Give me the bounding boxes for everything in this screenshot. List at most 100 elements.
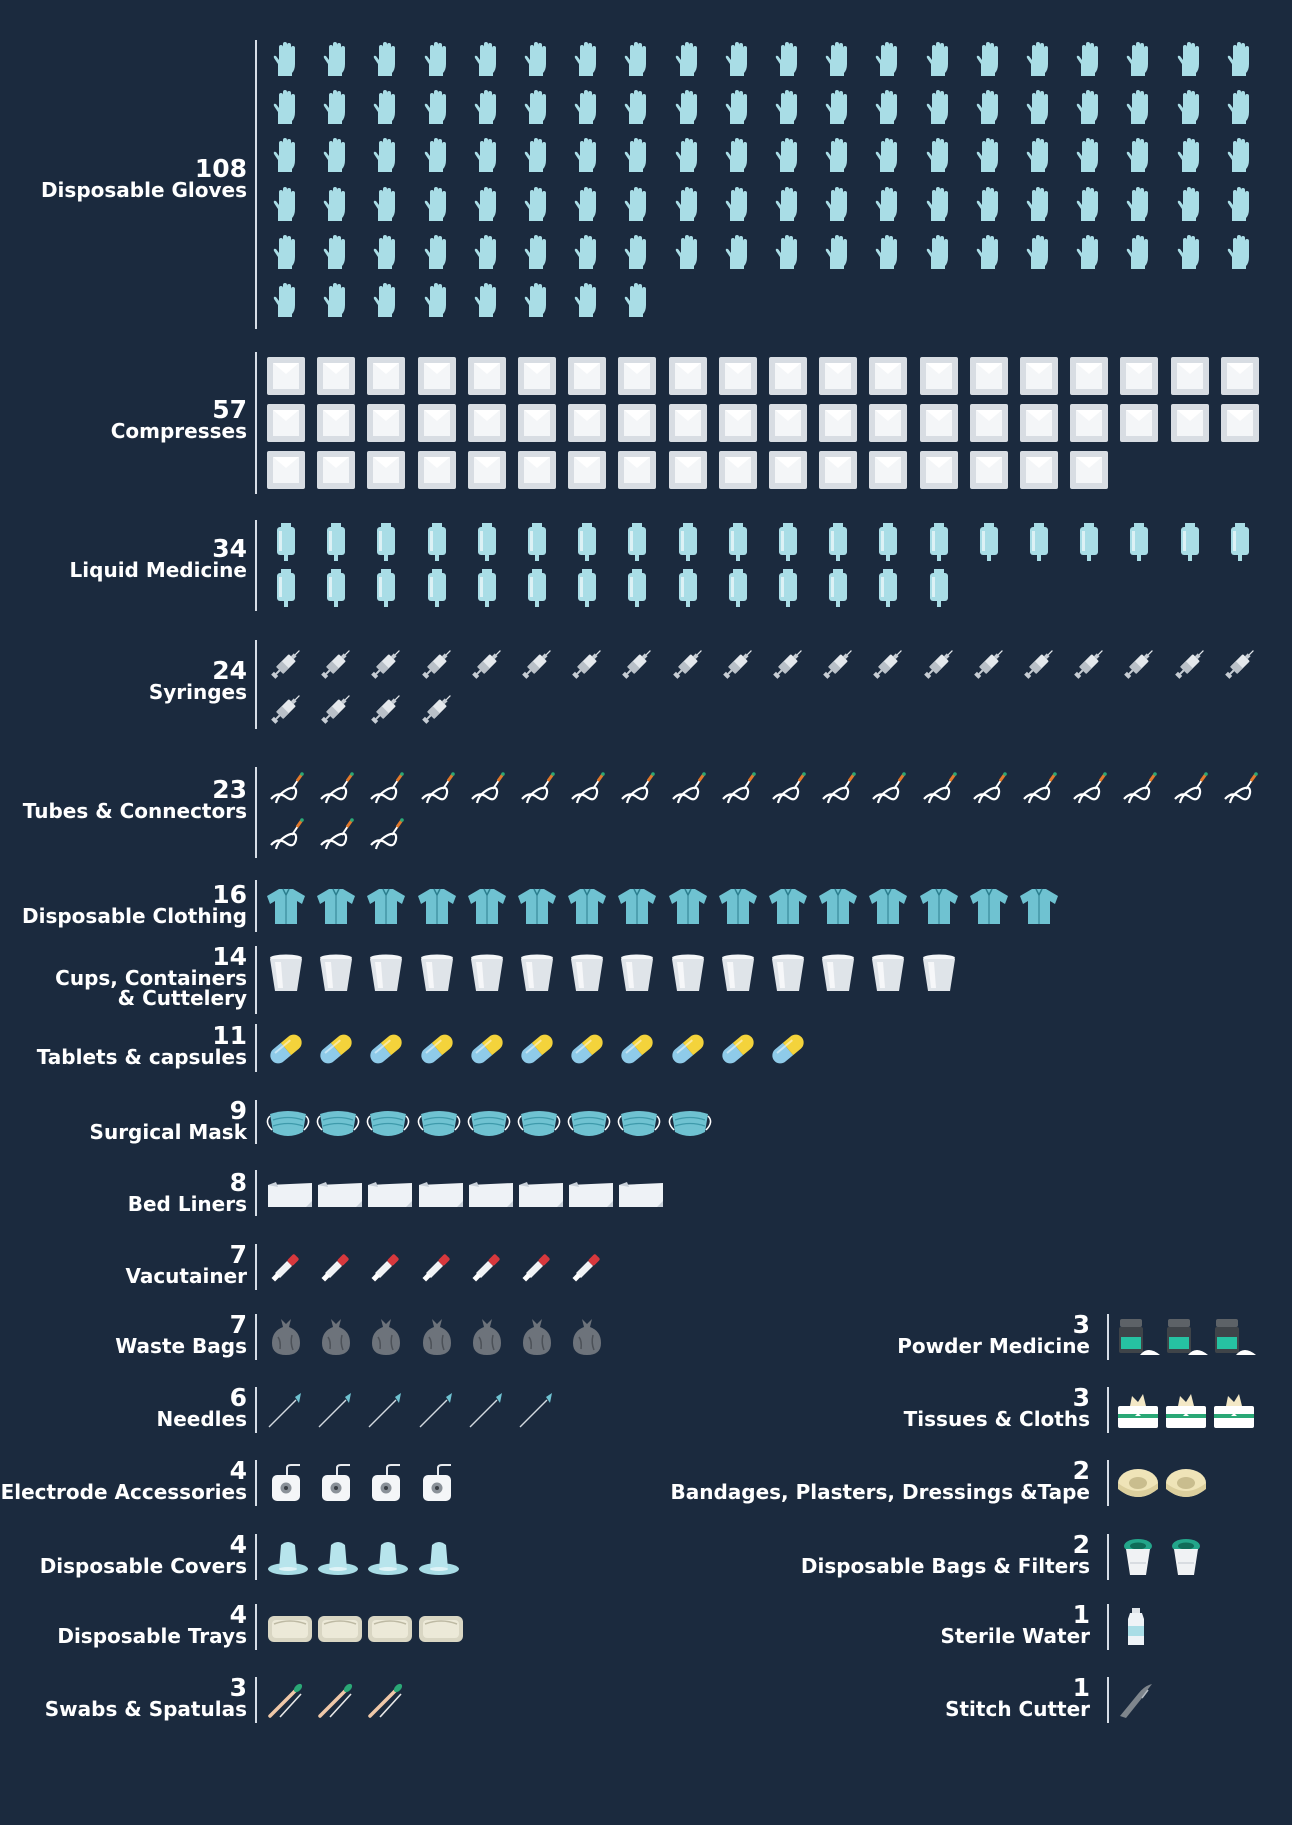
capsule-icon — [467, 1029, 507, 1069]
category-divider — [1107, 1387, 1109, 1433]
compress-icon — [768, 356, 808, 396]
glove-icon — [316, 281, 356, 321]
item-count: 108 — [194, 154, 247, 183]
category-divider — [1107, 1460, 1109, 1506]
tape-roll-icon — [1116, 1463, 1160, 1503]
glove-icon — [1069, 185, 1109, 225]
vacutainer-icon — [417, 1247, 457, 1287]
cup-icon — [668, 953, 708, 993]
syringe-icon — [768, 644, 808, 684]
syringe-icon — [1019, 644, 1059, 684]
capsule-icon — [668, 1029, 708, 1069]
category-name: Powder Medicine — [897, 1334, 1090, 1358]
category-divider — [255, 1244, 257, 1290]
glove-icon — [1019, 136, 1059, 176]
needle-icon — [467, 1390, 507, 1430]
glove-icon — [266, 88, 306, 128]
item-count: 34 — [212, 534, 247, 563]
compress-icon — [366, 356, 406, 396]
item-count: 7 — [229, 1310, 247, 1339]
glove-icon — [1069, 40, 1109, 80]
compress-icon — [467, 450, 507, 490]
glove-icon — [818, 185, 858, 225]
capsule-icon — [417, 1029, 457, 1069]
waste-bag-icon — [366, 1317, 406, 1357]
tray-icon — [266, 1612, 314, 1644]
tube-icon — [316, 815, 356, 855]
stitch-cutter-icon — [1116, 1680, 1156, 1720]
waste-bag-icon — [467, 1317, 507, 1357]
syringe-icon — [316, 689, 356, 729]
glove-icon — [417, 136, 457, 176]
iv-bag-icon — [366, 568, 406, 608]
category-divider — [1107, 1534, 1109, 1580]
item-count: 4 — [229, 1456, 247, 1485]
glove-icon — [417, 88, 457, 128]
category-name: Disposable Trays — [57, 1624, 247, 1648]
glove-icon — [1119, 88, 1159, 128]
glove-icon — [266, 233, 306, 273]
category-name: Disposable Covers — [39, 1554, 247, 1578]
compress-icon — [768, 450, 808, 490]
syringe-icon — [1170, 644, 1210, 684]
electrode-icon — [417, 1463, 457, 1503]
glove-icon — [517, 281, 557, 321]
compress-icon — [969, 450, 1009, 490]
cover-icon — [366, 1537, 410, 1577]
glove-icon — [1069, 233, 1109, 273]
compress-icon — [668, 403, 708, 443]
item-count: 3 — [1072, 1310, 1090, 1339]
tube-icon — [919, 769, 959, 809]
cup-icon — [467, 953, 507, 993]
category-name: Waste Bags — [115, 1334, 247, 1358]
bed-liner-icon — [366, 1179, 414, 1209]
electrode-icon — [316, 1463, 356, 1503]
tube-icon — [668, 769, 708, 809]
syringe-icon — [517, 644, 557, 684]
glove-icon — [266, 185, 306, 225]
tube-icon — [1119, 769, 1159, 809]
compress-icon — [567, 450, 607, 490]
item-count: 2 — [1072, 1456, 1090, 1485]
category-label-bandages-plasters-dressings-tape: 2 Bandages, Plasters, Dressings &Tape — [670, 1456, 1090, 1503]
category-divider — [255, 1314, 257, 1360]
syringe-icon — [366, 644, 406, 684]
category-divider — [255, 1024, 257, 1072]
capsule-icon — [768, 1029, 808, 1069]
glove-icon — [1220, 88, 1260, 128]
iv-bag-icon — [366, 522, 406, 562]
category-name: Bed Liners — [127, 1192, 247, 1216]
tube-icon — [818, 769, 858, 809]
category-divider — [255, 946, 257, 1014]
compress-icon — [1170, 403, 1210, 443]
item-count: 7 — [229, 1240, 247, 1269]
item-count: 9 — [229, 1096, 247, 1125]
glove-icon — [617, 136, 657, 176]
tray-icon — [417, 1612, 465, 1644]
cup-icon — [417, 953, 457, 993]
gown-icon — [919, 886, 959, 926]
electrode-icon — [366, 1463, 406, 1503]
tube-icon — [1170, 769, 1210, 809]
glove-icon — [617, 281, 657, 321]
category-name: Compresses — [110, 419, 247, 443]
electrode-icon — [266, 1463, 306, 1503]
glove-icon — [467, 233, 507, 273]
category-name: Tablets & capsules — [36, 1045, 247, 1069]
glove-icon — [868, 185, 908, 225]
category-label-disposable-gloves: 108 Disposable Gloves — [41, 154, 247, 201]
item-count: 6 — [229, 1383, 247, 1412]
iv-bag-icon — [969, 522, 1009, 562]
waste-bag-icon — [417, 1317, 457, 1357]
glove-icon — [768, 136, 808, 176]
needle-icon — [417, 1390, 457, 1430]
tube-icon — [266, 769, 306, 809]
glove-icon — [668, 136, 708, 176]
swab-icon — [366, 1680, 406, 1720]
category-name: Surgical Mask — [89, 1120, 247, 1144]
category-name: Syringes — [148, 680, 247, 704]
capsule-icon — [567, 1029, 607, 1069]
item-count: 4 — [229, 1530, 247, 1559]
category-label-disposable-covers: 4 Disposable Covers — [39, 1530, 247, 1578]
tube-icon — [1069, 769, 1109, 809]
